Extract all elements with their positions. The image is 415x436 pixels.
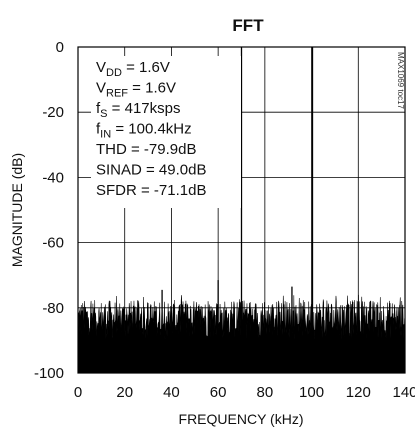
- x-tick-label: 60: [210, 384, 227, 401]
- x-tick-labels: 0 20 40 60 80 100 120 140: [74, 384, 415, 401]
- annotation-line: SINAD = 49.0dB: [96, 162, 206, 179]
- x-tick-label: 20: [116, 384, 133, 401]
- annotation-line: VDD = 1.6V: [96, 59, 170, 79]
- y-tick-label: -100: [34, 365, 64, 382]
- y-tick-label: -20: [42, 104, 64, 121]
- annotation-line: SFDR = -71.1dB: [96, 182, 206, 199]
- annotation-line: VREF = 1.6V: [96, 80, 176, 100]
- x-tick-label: 80: [257, 384, 274, 401]
- chart-title: FFT: [232, 16, 264, 35]
- side-reference-text: MAX1069 toc17: [396, 52, 405, 109]
- annotation-line: THD = -79.9dB: [96, 141, 196, 158]
- tone-spikes: [161, 47, 314, 373]
- x-axis-label: FREQUENCY (kHz): [179, 411, 304, 427]
- y-tick-label: -60: [42, 235, 64, 252]
- annotation-line: fIN = 100.4kHz: [96, 121, 192, 141]
- plot-frame: [77, 46, 406, 374]
- annotation-box: [91, 56, 241, 208]
- y-axis-label: MAGNITUDE (dB): [9, 153, 25, 267]
- y-tick-labels: 0 -20 -40 -60 -80 -100: [34, 39, 64, 382]
- y-tick-label: -40: [42, 169, 64, 186]
- x-tick-label: 100: [299, 384, 324, 401]
- y-tick-label: 0: [56, 39, 64, 56]
- x-tick-label: 140: [392, 384, 415, 401]
- x-tick-label: 40: [163, 384, 180, 401]
- x-tick-label: 120: [346, 384, 371, 401]
- x-tick-label: 0: [74, 384, 82, 401]
- annotation-line: fS = 417ksps: [96, 100, 180, 120]
- y-tick-label: -80: [42, 300, 64, 317]
